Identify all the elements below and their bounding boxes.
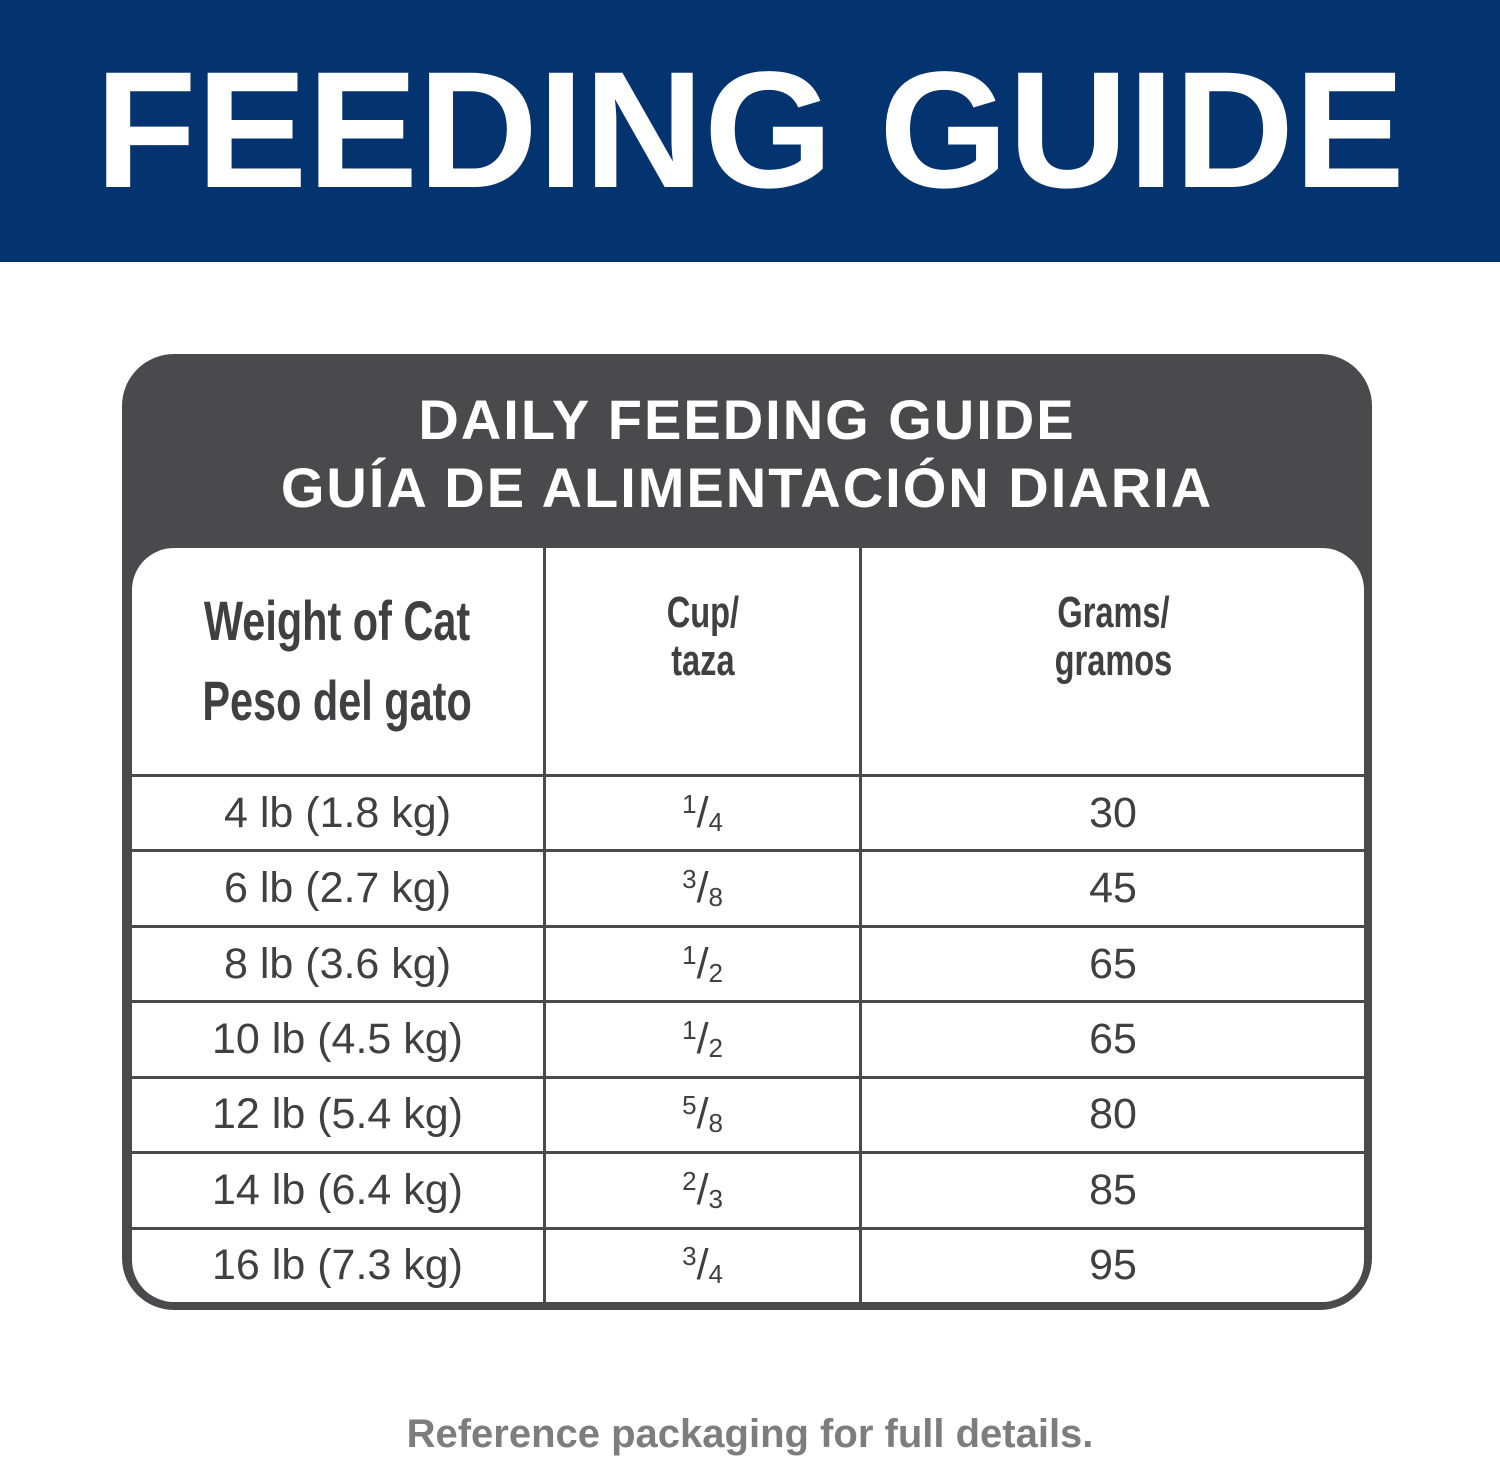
cell-cup: 1/2 — [542, 1000, 863, 1079]
cup-denominator: 2 — [708, 957, 723, 988]
cup-numerator: 1 — [682, 939, 697, 970]
banner: FEEDING GUIDE — [0, 0, 1500, 262]
cup-numerator: 3 — [682, 1241, 697, 1272]
cup-denominator: 4 — [708, 1259, 723, 1290]
table-row: 16 lb (7.3 kg) 3/4 95 — [132, 1226, 1364, 1302]
cup-denominator: 3 — [708, 1183, 723, 1214]
cell-cup: 2/3 — [542, 1151, 863, 1230]
cup-numerator: 1 — [682, 1014, 697, 1045]
table-row: 10 lb (4.5 kg) 1/2 65 — [132, 1000, 1364, 1079]
header-weight: Weight of Cat Peso del gato — [132, 548, 546, 777]
cell-weight: 16 lb (7.3 kg) — [132, 1226, 546, 1302]
card-title-english: DAILY FEEDING GUIDE — [418, 388, 1076, 451]
cell-weight: 14 lb (6.4 kg) — [132, 1151, 546, 1230]
feeding-table-container: Weight of Cat Peso del gato Cup/taza Gram… — [132, 548, 1364, 1302]
feeding-table: Weight of Cat Peso del gato Cup/taza Gram… — [132, 548, 1364, 1302]
cup-numerator: 5 — [682, 1090, 697, 1121]
cell-cup: 3/8 — [542, 849, 863, 928]
header-weight-en: Weight of Cat — [204, 589, 471, 652]
cell-grams: 80 — [859, 1075, 1364, 1155]
cell-grams: 65 — [859, 924, 1364, 1004]
cup-denominator: 2 — [708, 1032, 723, 1063]
table-row: 14 lb (6.4 kg) 2/3 85 — [132, 1151, 1364, 1230]
header-cup-es: taza — [670, 636, 735, 685]
cell-weight: 12 lb (5.4 kg) — [132, 1075, 546, 1155]
header-grams-en: Grams/ — [1056, 588, 1170, 637]
page-title: FEEDING GUIDE — [95, 38, 1405, 223]
header-weight-es: Peso del gato — [202, 669, 473, 732]
cell-grams: 95 — [859, 1226, 1364, 1302]
card-title: DAILY FEEDING GUIDE GUÍA DE ALIMENTACIÓN… — [122, 386, 1372, 522]
cell-weight: 6 lb (2.7 kg) — [132, 849, 546, 928]
feeding-guide-card: DAILY FEEDING GUIDE GUÍA DE ALIMENTACIÓN… — [122, 354, 1372, 1310]
header-cup: Cup/taza — [542, 548, 863, 777]
cup-denominator: 8 — [708, 1108, 723, 1139]
table-row: 12 lb (5.4 kg) 5/8 80 — [132, 1075, 1364, 1155]
cup-numerator: 1 — [682, 788, 697, 819]
cell-weight: 4 lb (1.8 kg) — [132, 773, 546, 853]
cell-grams: 45 — [859, 849, 1364, 928]
card-title-spanish: GUÍA DE ALIMENTACIÓN DIARIA — [280, 456, 1214, 519]
table-row: 4 lb (1.8 kg) 1/4 30 — [132, 773, 1364, 853]
header-cup-en: Cup/ — [666, 588, 739, 637]
cup-denominator: 4 — [708, 806, 723, 837]
cell-cup: 1/4 — [542, 773, 863, 853]
header-grams-es: gramos — [1054, 636, 1172, 685]
cell-weight: 10 lb (4.5 kg) — [132, 1000, 546, 1079]
cup-denominator: 8 — [708, 882, 723, 913]
cell-weight: 8 lb (3.6 kg) — [132, 924, 546, 1004]
cell-cup: 1/2 — [542, 924, 863, 1004]
cup-numerator: 3 — [682, 864, 697, 895]
table-row: 6 lb (2.7 kg) 3/8 45 — [132, 849, 1364, 928]
cell-grams: 85 — [859, 1151, 1364, 1230]
header-grams: Grams/gramos — [859, 548, 1364, 777]
table-header-row: Weight of Cat Peso del gato Cup/taza Gram… — [132, 548, 1364, 777]
table-row: 8 lb (3.6 kg) 1/2 65 — [132, 924, 1364, 1004]
cell-cup: 5/8 — [542, 1075, 863, 1155]
cup-numerator: 2 — [682, 1165, 697, 1196]
footer-note: Reference packaging for full details. — [406, 1412, 1094, 1456]
cell-grams: 30 — [859, 773, 1364, 853]
cell-grams: 65 — [859, 1000, 1364, 1079]
cell-cup: 3/4 — [542, 1226, 863, 1302]
